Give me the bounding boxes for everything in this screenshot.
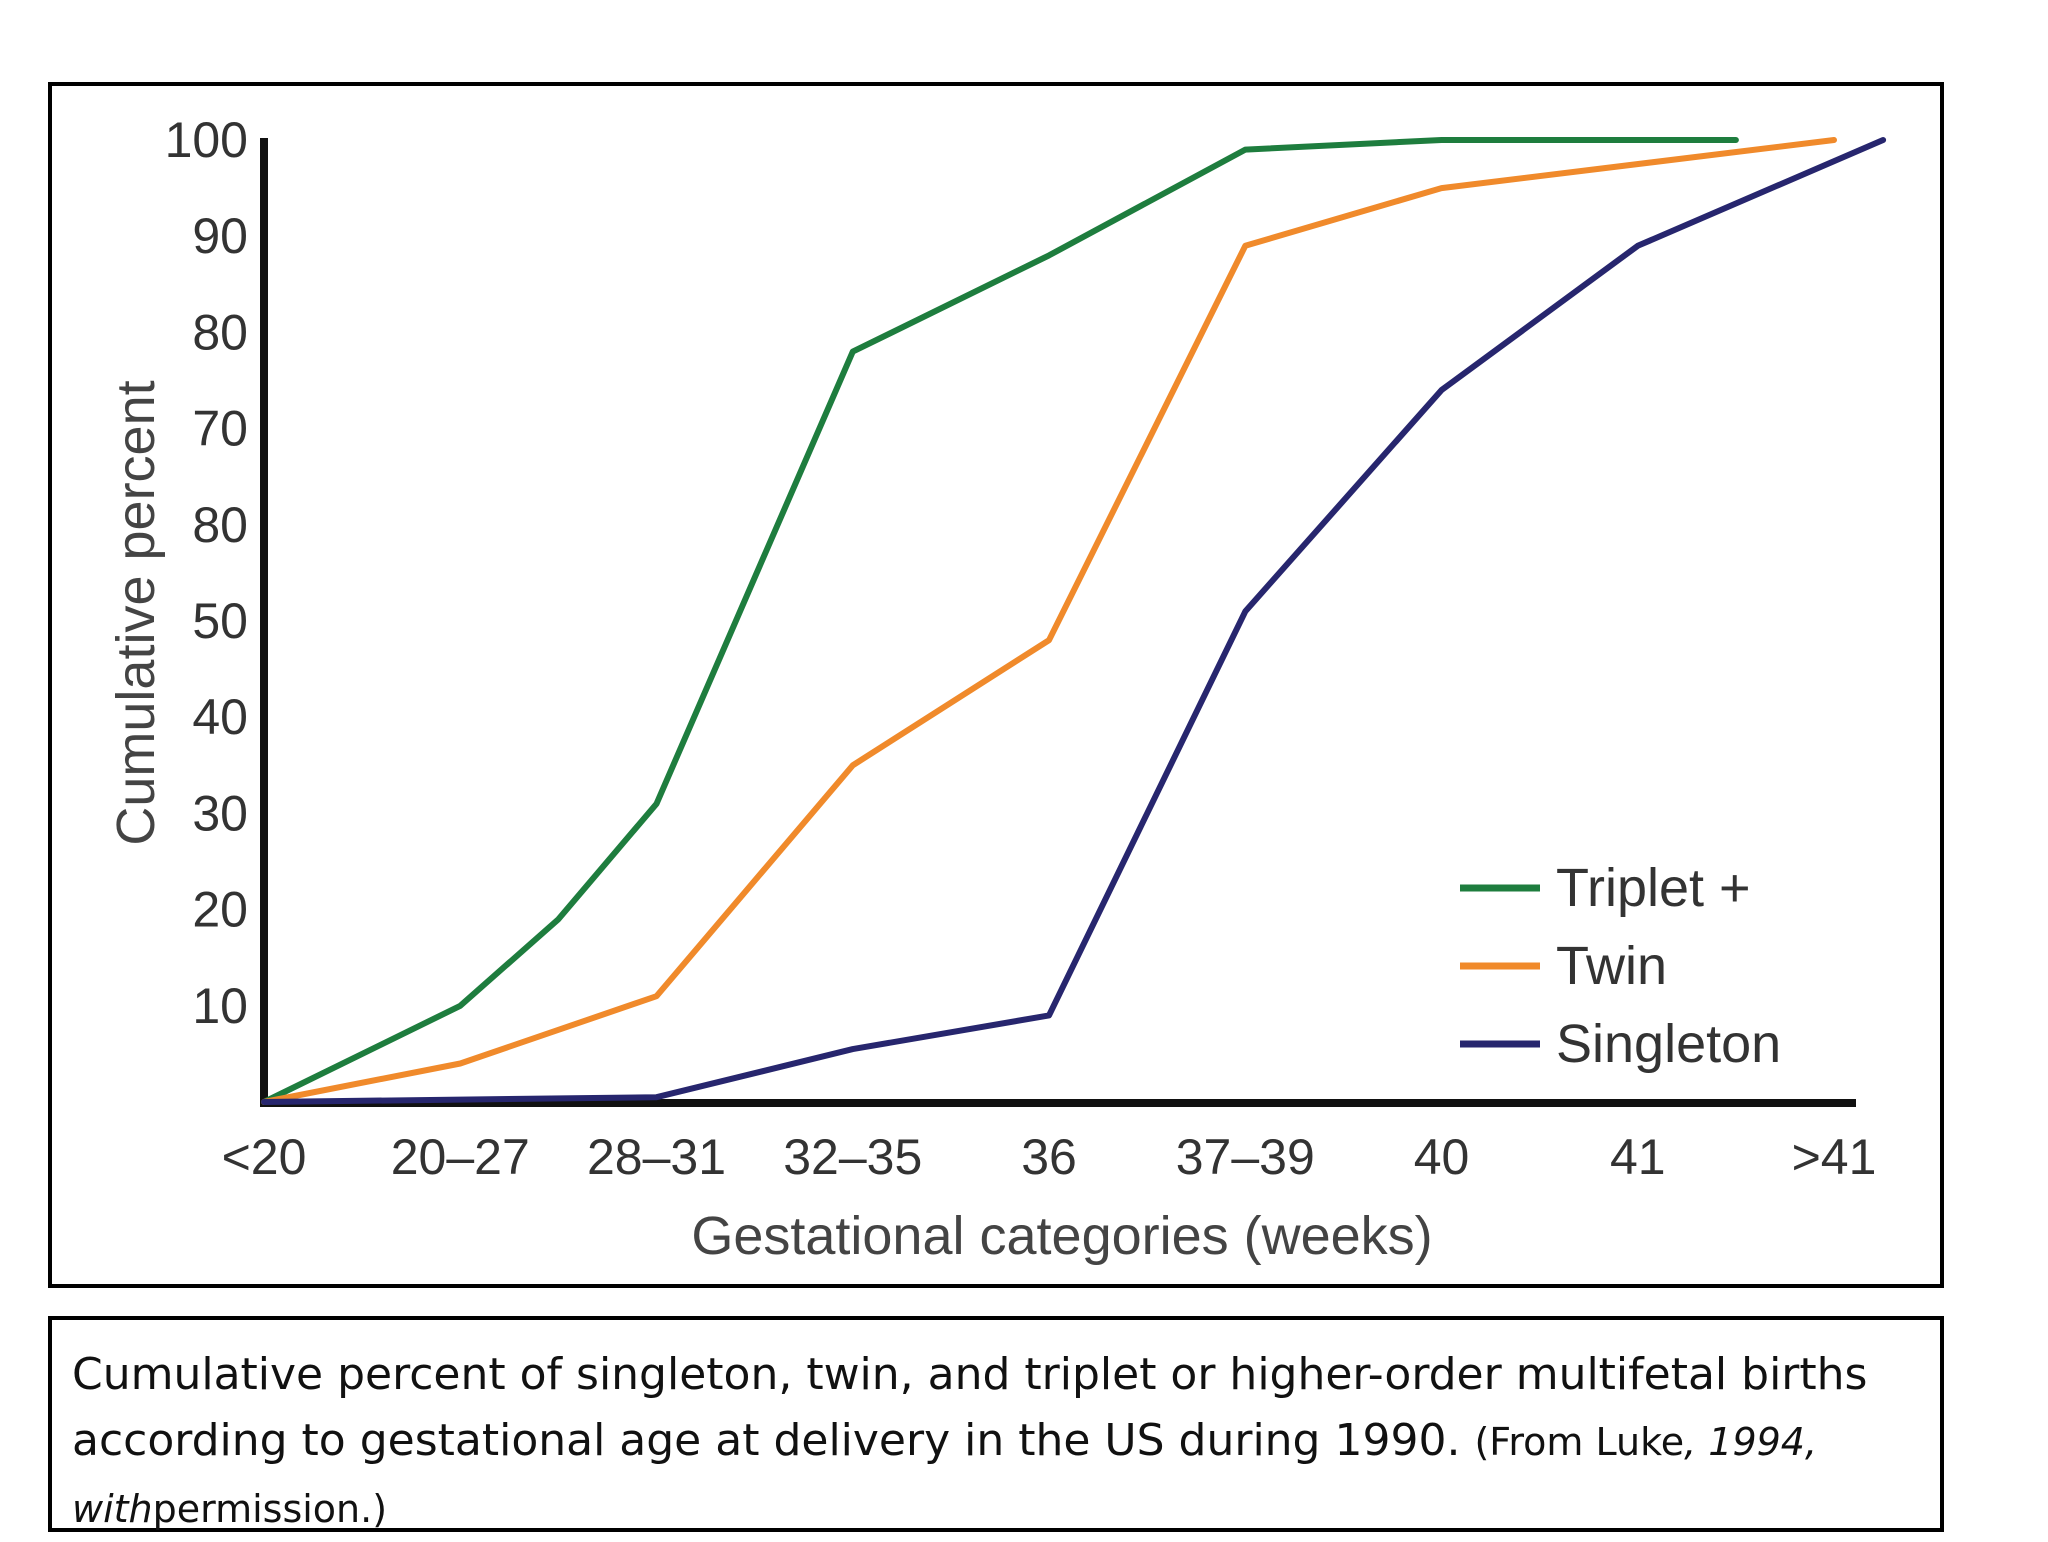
x-tick-label: 40 xyxy=(1414,1129,1470,1185)
x-tick-label: 37–39 xyxy=(1176,1129,1315,1185)
x-tick-label: >41 xyxy=(1792,1129,1877,1185)
y-tick-label: 50 xyxy=(192,593,248,649)
y-tick-label: 70 xyxy=(192,401,248,457)
caption-source-start: (From Luke xyxy=(1474,1420,1685,1464)
series-line-triplet xyxy=(261,137,1739,1105)
y-tick-label: 80 xyxy=(192,304,248,360)
x-axis-label: Gestational categories (weeks) xyxy=(691,1206,1432,1266)
legend-label-triplet: Triplet + xyxy=(1556,858,1751,918)
caption-text: Cumulative percent of singleton, twin, a… xyxy=(72,1349,1868,1466)
series-line-singleton xyxy=(261,137,1887,1105)
y-tick-label: 80 xyxy=(192,497,248,553)
legend-label-singleton: Singleton xyxy=(1556,1014,1781,1074)
y-tick-label: 40 xyxy=(192,689,248,745)
x-tick-label: <20 xyxy=(222,1129,307,1185)
y-tick-label: 30 xyxy=(192,785,248,841)
y-tick-label: 100 xyxy=(165,112,248,168)
figure-caption: Cumulative percent of singleton, twin, a… xyxy=(48,1316,1944,1532)
legend-label-twin: Twin xyxy=(1556,936,1667,996)
series-line-twin xyxy=(261,137,1837,1105)
y-tick-label: 20 xyxy=(192,882,248,938)
x-tick-label: 28–31 xyxy=(587,1129,726,1185)
caption-source-italic: , 1994, with xyxy=(72,1420,1818,1531)
y-axis-label: Cumulative percent xyxy=(106,380,166,845)
y-tick-label: 90 xyxy=(192,208,248,264)
chart-canvas: Cumulative percent Gestational categorie… xyxy=(106,112,1887,1266)
x-tick-label: 36 xyxy=(1021,1129,1077,1185)
x-tick-label: 32–35 xyxy=(783,1129,922,1185)
x-tick-label: 41 xyxy=(1610,1129,1666,1185)
x-tick-label: 20–27 xyxy=(391,1129,530,1185)
caption-source-end: permission.) xyxy=(152,1487,388,1531)
y-tick-label: 10 xyxy=(192,978,248,1034)
chart-frame: Cumulative percent Gestational categorie… xyxy=(48,82,1944,1288)
